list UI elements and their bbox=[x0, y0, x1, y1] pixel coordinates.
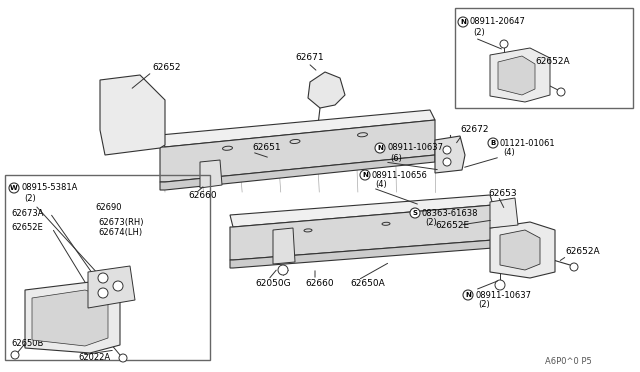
Polygon shape bbox=[490, 198, 518, 228]
Circle shape bbox=[458, 17, 468, 27]
Text: (2): (2) bbox=[478, 301, 490, 310]
Text: 62652A: 62652A bbox=[535, 58, 570, 67]
Text: (6): (6) bbox=[390, 154, 402, 163]
Text: N: N bbox=[465, 292, 471, 298]
Text: 08363-61638: 08363-61638 bbox=[422, 208, 479, 218]
Text: 01121-01061: 01121-01061 bbox=[500, 138, 556, 148]
Polygon shape bbox=[160, 110, 435, 147]
Polygon shape bbox=[498, 56, 535, 95]
Text: 08911-10637: 08911-10637 bbox=[475, 291, 531, 299]
Circle shape bbox=[570, 263, 578, 271]
Polygon shape bbox=[230, 205, 493, 260]
Circle shape bbox=[410, 208, 420, 218]
Polygon shape bbox=[490, 222, 555, 278]
Text: (2): (2) bbox=[473, 28, 484, 36]
Text: 62050G: 62050G bbox=[255, 279, 291, 288]
Circle shape bbox=[488, 138, 498, 148]
Text: 62022A: 62022A bbox=[78, 353, 110, 362]
Text: 08911-20647: 08911-20647 bbox=[470, 17, 526, 26]
Text: (2): (2) bbox=[24, 193, 36, 202]
Circle shape bbox=[443, 146, 451, 154]
Text: 62660: 62660 bbox=[188, 190, 216, 199]
Text: 62673(RH): 62673(RH) bbox=[98, 218, 143, 227]
Bar bbox=[5, 175, 210, 360]
Circle shape bbox=[443, 158, 451, 166]
Text: 62653: 62653 bbox=[488, 189, 516, 198]
Text: 62651: 62651 bbox=[252, 144, 280, 153]
Circle shape bbox=[278, 265, 288, 275]
Text: 62652A: 62652A bbox=[565, 247, 600, 257]
Circle shape bbox=[98, 273, 108, 283]
Polygon shape bbox=[25, 282, 120, 353]
Text: 62652E: 62652E bbox=[435, 221, 469, 230]
Text: 62660: 62660 bbox=[305, 279, 333, 288]
Circle shape bbox=[463, 290, 473, 300]
Text: 62672: 62672 bbox=[460, 125, 488, 135]
Text: 62690: 62690 bbox=[95, 202, 122, 212]
Polygon shape bbox=[160, 155, 435, 190]
Text: 62650A: 62650A bbox=[350, 279, 385, 288]
Polygon shape bbox=[100, 75, 165, 155]
Text: (2): (2) bbox=[425, 218, 436, 228]
Text: 62652E: 62652E bbox=[11, 224, 43, 232]
Text: (4): (4) bbox=[503, 148, 515, 157]
Text: 62652: 62652 bbox=[152, 64, 180, 73]
Polygon shape bbox=[32, 290, 108, 346]
Text: A6P0^0 P5: A6P0^0 P5 bbox=[545, 357, 592, 366]
Text: N: N bbox=[377, 145, 383, 151]
Polygon shape bbox=[230, 195, 493, 227]
Text: N: N bbox=[460, 19, 466, 25]
Polygon shape bbox=[88, 266, 135, 308]
Text: N: N bbox=[362, 172, 368, 178]
Circle shape bbox=[495, 280, 505, 290]
Text: 62673A: 62673A bbox=[11, 208, 44, 218]
Circle shape bbox=[119, 354, 127, 362]
Circle shape bbox=[500, 40, 508, 48]
Polygon shape bbox=[200, 160, 222, 188]
Text: 62671: 62671 bbox=[295, 52, 324, 61]
Text: 08915-5381A: 08915-5381A bbox=[21, 183, 77, 192]
Text: 62650B: 62650B bbox=[11, 339, 44, 347]
Polygon shape bbox=[490, 48, 550, 102]
Circle shape bbox=[9, 183, 19, 193]
Polygon shape bbox=[435, 136, 465, 173]
Circle shape bbox=[113, 281, 123, 291]
Text: W: W bbox=[10, 185, 18, 191]
Circle shape bbox=[98, 288, 108, 298]
Text: (4): (4) bbox=[375, 180, 387, 189]
Circle shape bbox=[360, 170, 370, 180]
Circle shape bbox=[375, 143, 385, 153]
Bar bbox=[455, 8, 633, 108]
Circle shape bbox=[557, 88, 565, 96]
Polygon shape bbox=[500, 230, 540, 270]
Text: 08911-10637: 08911-10637 bbox=[387, 144, 443, 153]
Polygon shape bbox=[230, 240, 493, 268]
Polygon shape bbox=[160, 120, 435, 182]
Text: 08911-10656: 08911-10656 bbox=[372, 170, 428, 180]
Text: B: B bbox=[490, 140, 495, 146]
Polygon shape bbox=[308, 72, 345, 108]
Text: S: S bbox=[413, 210, 417, 216]
Circle shape bbox=[11, 351, 19, 359]
Polygon shape bbox=[273, 228, 295, 264]
Text: 62674(LH): 62674(LH) bbox=[98, 228, 142, 237]
